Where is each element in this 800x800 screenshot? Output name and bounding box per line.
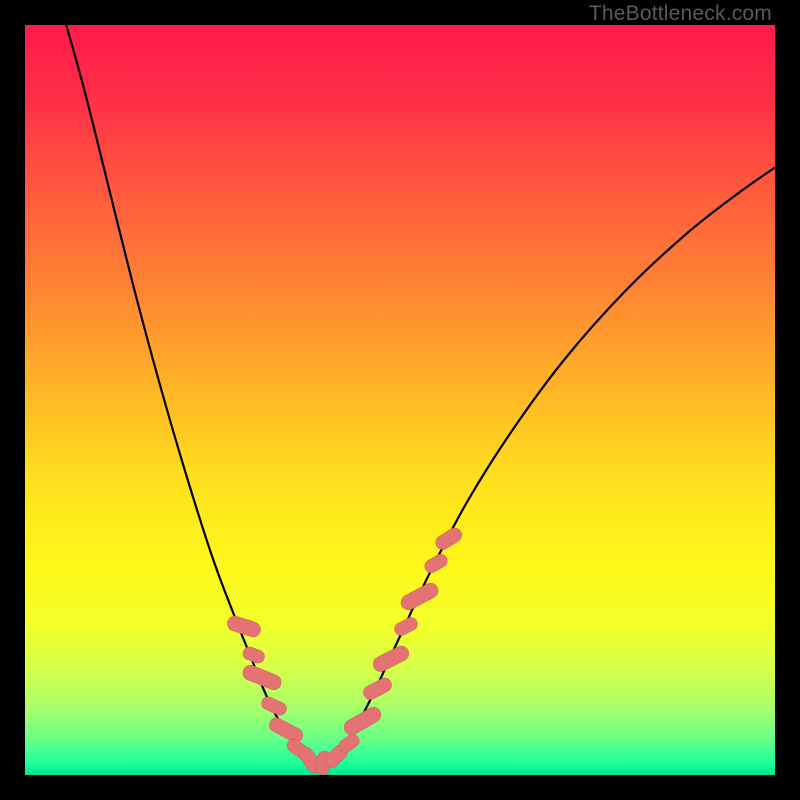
marker-blob [371, 643, 412, 674]
marker-blobs [226, 525, 465, 775]
watermark-text: TheBottleneck.com [589, 2, 772, 26]
marker-blob [433, 525, 464, 552]
marker-blob [361, 676, 394, 702]
marker-blob [341, 705, 383, 738]
marker-blob [241, 645, 266, 665]
v-curve-layer [25, 25, 775, 775]
marker-blob [392, 615, 419, 637]
outer-frame: TheBottleneck.com [0, 0, 800, 800]
marker-blob [267, 715, 305, 744]
plot-area [25, 25, 775, 775]
marker-blob [226, 614, 263, 639]
curve-right-arm [318, 168, 776, 764]
marker-blob [259, 695, 288, 717]
curve-left-arm [66, 25, 317, 764]
marker-blob [398, 580, 440, 612]
marker-blob [422, 552, 449, 575]
